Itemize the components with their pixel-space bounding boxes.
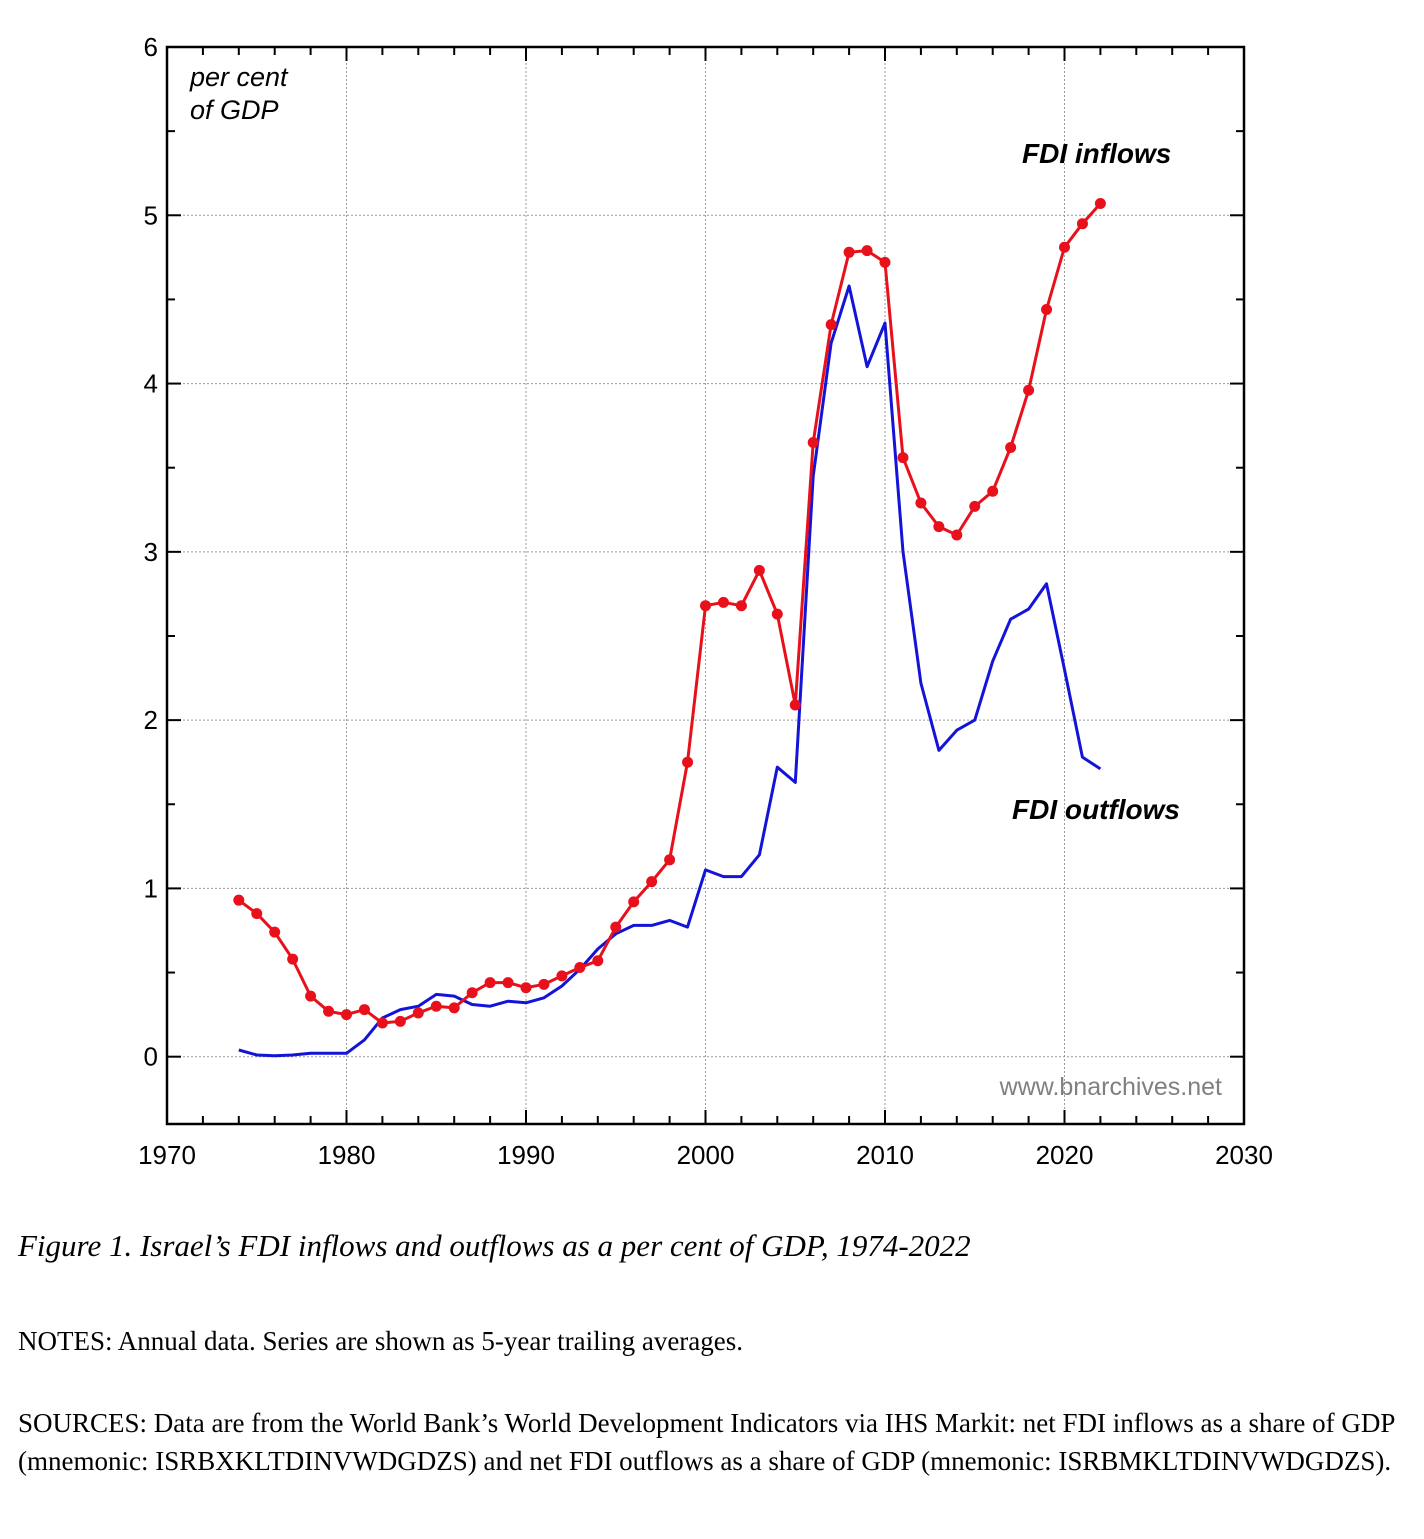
fdi-inflows-point — [789, 699, 801, 711]
fdi-inflows-point — [305, 990, 317, 1002]
series-lines — [233, 198, 1106, 1058]
x-tick-label: 1980 — [318, 1140, 376, 1170]
fdi-inflows-point — [592, 955, 604, 967]
x-tick-label: 2020 — [1036, 1140, 1094, 1170]
fdi-inflows-point — [628, 896, 640, 908]
fdi-inflows-point — [951, 529, 963, 541]
fdi-inflows-point — [412, 1007, 424, 1019]
fdi-inflows-point — [664, 854, 676, 866]
fdi-inflows-point — [574, 961, 586, 973]
y-tick-label: 5 — [144, 200, 158, 230]
x-tick-label: 1990 — [497, 1140, 555, 1170]
fdi-inflows-point — [502, 977, 514, 989]
fdi-inflows-point — [861, 245, 873, 257]
fdi-inflows-point — [233, 894, 245, 906]
fdi-inflows-point — [897, 452, 909, 464]
x-tick-label: 2010 — [856, 1140, 914, 1170]
fdi-inflows-point — [700, 600, 711, 612]
fdi-chart: 1970 1980 1990 2000 2010 2020 2030 0 1 2 3 4 5 6 per … — [138, 32, 1273, 1170]
tick-labels: 1970 1980 1990 2000 2010 2020 2030 0 1 2 3 4 5 6 — [138, 32, 1273, 1170]
fdi-inflows-point — [717, 596, 729, 608]
fdi-inflows-point — [1076, 218, 1088, 230]
fdi-inflows-point — [682, 756, 694, 768]
fdi-inflows-point — [987, 485, 999, 497]
fdi-inflows-point — [753, 564, 765, 576]
fdi-inflows-point — [287, 953, 299, 965]
y-tick-label: 1 — [144, 873, 158, 903]
fdi-inflows-point — [430, 1000, 442, 1012]
fdi-inflows-point — [1094, 198, 1106, 210]
fdi-inflows-point — [466, 987, 478, 999]
x-tick-label: 2030 — [1215, 1140, 1273, 1170]
fdi-inflows-point — [376, 1017, 388, 1029]
fdi-inflows-point — [1005, 442, 1017, 454]
axis-ticks — [166, 46, 1245, 1124]
y-tick-label: 0 — [144, 1042, 158, 1072]
unit-label-line1: per cent — [189, 62, 289, 92]
fdi-inflows-point — [1059, 241, 1070, 253]
fdi-inflows-label: FDI inflows — [1022, 138, 1171, 169]
fdi-inflows-point — [394, 1015, 406, 1027]
x-tick-label: 1970 — [138, 1140, 196, 1170]
fdi-outflows-line — [238, 284, 1102, 1058]
y-tick-label: 4 — [144, 369, 158, 399]
fdi-outflows-label: FDI outflows — [1012, 794, 1180, 825]
fdi-inflows-point — [358, 1004, 370, 1016]
y-tick-label: 2 — [144, 705, 158, 735]
fdi-inflows-point — [323, 1005, 335, 1017]
fdi-inflows-point — [735, 600, 747, 612]
notes-text: NOTES: Annual data. Series are shown as … — [18, 1326, 744, 1356]
fdi-inflows-point — [610, 921, 622, 933]
fdi-inflows-point — [771, 608, 783, 620]
fdi-inflows-point — [520, 982, 532, 994]
fdi-inflows-point — [448, 1002, 460, 1014]
fdi-inflows-point — [251, 908, 263, 920]
unit-label-line2: of GDP — [190, 95, 279, 125]
fdi-inflows-point — [269, 926, 281, 938]
x-tick-label: 2000 — [677, 1140, 735, 1170]
fdi-inflows-point — [341, 1009, 352, 1021]
y-tick-label: 6 — [144, 32, 158, 62]
fdi-inflows-point — [843, 246, 855, 258]
fdi-inflows-point — [556, 970, 568, 982]
fdi-inflows-point — [879, 256, 891, 268]
fdi-inflows-point — [1023, 384, 1035, 396]
fdi-inflows-point — [646, 876, 658, 888]
fdi-inflows-point — [484, 977, 496, 989]
gridlines — [167, 47, 1244, 1124]
figure-caption: Figure 1. Israel’s FDI inflows and outfl… — [18, 1228, 971, 1263]
fdi-inflows-point — [915, 497, 927, 509]
fdi-inflows-point — [969, 500, 981, 512]
watermark: www.bnarchives.net — [999, 1073, 1222, 1101]
sources-text: SOURCES: Data are from the World Bank’s … — [18, 1408, 1395, 1476]
fdi-inflows-point — [538, 978, 550, 990]
fdi-inflows-point — [933, 521, 945, 533]
fdi-inflows-point — [1041, 304, 1053, 316]
fdi-inflows-point — [807, 436, 819, 448]
y-tick-label: 3 — [144, 537, 158, 567]
fdi-inflows-line — [237, 202, 1102, 1025]
fdi-inflows-point — [825, 319, 837, 331]
